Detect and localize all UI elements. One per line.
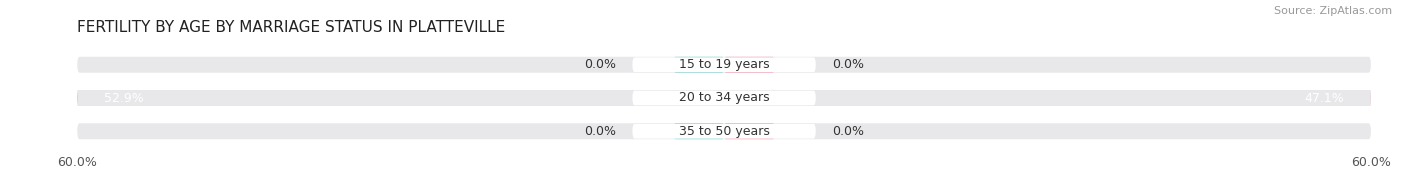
FancyBboxPatch shape <box>673 123 724 139</box>
FancyBboxPatch shape <box>77 90 724 106</box>
FancyBboxPatch shape <box>724 90 1371 106</box>
Text: FERTILITY BY AGE BY MARRIAGE STATUS IN PLATTEVILLE: FERTILITY BY AGE BY MARRIAGE STATUS IN P… <box>77 20 506 35</box>
FancyBboxPatch shape <box>633 124 815 139</box>
FancyBboxPatch shape <box>77 90 1371 106</box>
FancyBboxPatch shape <box>633 91 815 105</box>
Text: 52.9%: 52.9% <box>104 92 143 104</box>
FancyBboxPatch shape <box>77 90 724 106</box>
FancyBboxPatch shape <box>724 90 1371 106</box>
Text: 15 to 19 years: 15 to 19 years <box>679 58 769 71</box>
Text: 0.0%: 0.0% <box>585 125 616 138</box>
FancyBboxPatch shape <box>77 57 1371 73</box>
FancyBboxPatch shape <box>724 123 775 139</box>
Text: 47.1%: 47.1% <box>1305 92 1344 104</box>
FancyBboxPatch shape <box>77 123 1371 139</box>
FancyBboxPatch shape <box>724 57 775 73</box>
FancyBboxPatch shape <box>633 57 815 72</box>
FancyBboxPatch shape <box>673 57 724 73</box>
Text: 0.0%: 0.0% <box>832 58 863 71</box>
Text: Source: ZipAtlas.com: Source: ZipAtlas.com <box>1274 6 1392 16</box>
Text: 35 to 50 years: 35 to 50 years <box>679 125 769 138</box>
Text: 20 to 34 years: 20 to 34 years <box>679 92 769 104</box>
Text: 0.0%: 0.0% <box>832 125 863 138</box>
Text: 0.0%: 0.0% <box>585 58 616 71</box>
